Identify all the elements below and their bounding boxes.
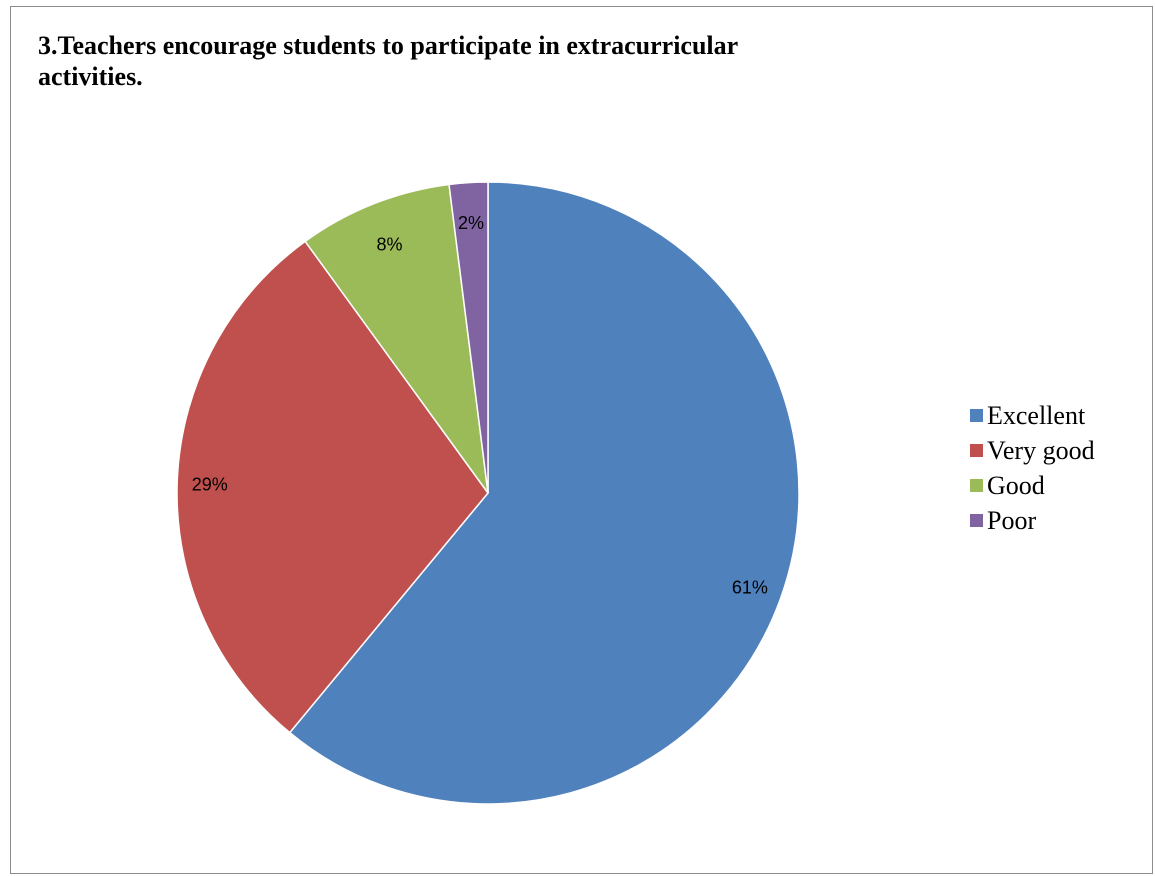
pie-labels: 61% 29% 8% 2% <box>192 213 768 597</box>
legend: Excellent Very good Good Poor <box>970 398 1095 538</box>
pie-slice-very-good <box>176 240 489 734</box>
legend-item-good: Good <box>970 468 1095 503</box>
legend-item-excellent: Excellent <box>970 398 1095 433</box>
legend-swatch-good <box>970 479 983 492</box>
legend-swatch-very-good <box>970 444 983 457</box>
legend-label-excellent: Excellent <box>987 400 1086 430</box>
legend-label-poor: Poor <box>987 505 1037 535</box>
legend-label-good: Good <box>987 470 1045 500</box>
legend-item-very-good: Very good <box>970 433 1095 468</box>
data-label-excellent: 61% <box>732 577 768 597</box>
pie-slices <box>176 181 800 805</box>
data-label-very-good: 29% <box>192 474 228 494</box>
legend-label-very-good: Very good <box>987 435 1095 465</box>
pie-slice-good <box>304 183 489 494</box>
legend-item-poor: Poor <box>970 503 1095 538</box>
data-label-good: 8% <box>376 234 402 254</box>
legend-swatch-excellent <box>970 409 983 422</box>
chart-title: 3.Teachers encourage students to partici… <box>38 31 738 91</box>
pie-slice-poor <box>448 181 489 494</box>
pie-slice-excellent <box>288 181 800 805</box>
legend-swatch-poor <box>970 514 983 527</box>
data-label-poor: 2% <box>458 213 484 233</box>
